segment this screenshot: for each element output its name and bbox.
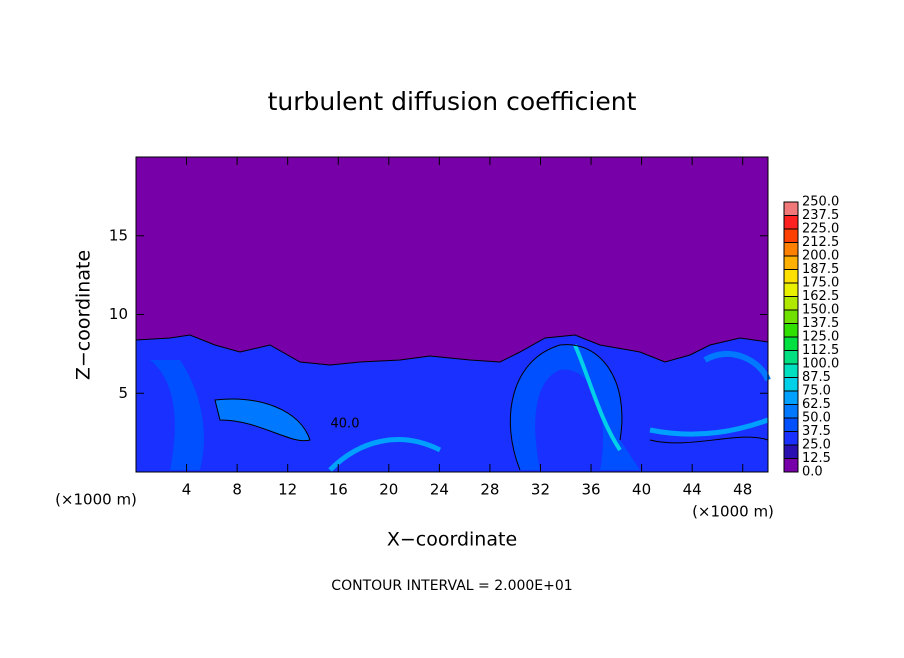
x-unit-label: (×1000 m) bbox=[692, 503, 774, 521]
colorbar-label: 87.5 bbox=[802, 370, 831, 385]
x-tick-label: 28 bbox=[480, 481, 499, 499]
x-tick-label: 12 bbox=[278, 481, 297, 499]
field-streak bbox=[649, 417, 769, 437]
colorbar-label: 237.5 bbox=[802, 208, 839, 223]
colorbar-band bbox=[784, 256, 798, 270]
x-tick-label: 48 bbox=[733, 481, 752, 499]
colorbar-label: 200.0 bbox=[802, 249, 839, 264]
colorbar-band bbox=[784, 445, 798, 459]
colorbar-band bbox=[784, 283, 798, 297]
colorbar-label: 137.5 bbox=[802, 316, 839, 331]
colorbar-band bbox=[784, 404, 798, 418]
colorbar-label: 250.0 bbox=[802, 195, 839, 210]
colorbar-band bbox=[784, 458, 798, 472]
colorbar-band bbox=[784, 202, 798, 216]
field-patch bbox=[150, 360, 204, 470]
y-tick-label: 15 bbox=[109, 226, 128, 244]
colorbar-band bbox=[784, 364, 798, 378]
colorbar-band bbox=[784, 431, 798, 445]
colorbar-band bbox=[784, 296, 798, 310]
colorbar-label: 187.5 bbox=[802, 262, 839, 277]
field-patch bbox=[215, 399, 310, 441]
footer: CONTOUR INTERVAL = 2.000E+01 bbox=[331, 578, 572, 594]
colorbar-label: 100.0 bbox=[802, 357, 839, 372]
contour-line bbox=[135, 334, 769, 366]
colorbar-band bbox=[784, 391, 798, 405]
colorbar-label: 212.5 bbox=[802, 235, 839, 250]
colorbar-label: 175.0 bbox=[802, 276, 839, 291]
colorbar-label: 62.5 bbox=[802, 397, 831, 412]
colorbar-label: 12.5 bbox=[802, 451, 831, 466]
x-tick-label: 32 bbox=[531, 481, 550, 499]
colorbar-band bbox=[784, 215, 798, 229]
colorbar-band bbox=[784, 269, 798, 283]
colorbar-label: 0.0 bbox=[802, 465, 823, 480]
colorbar-label: 75.0 bbox=[802, 384, 831, 399]
field-streak bbox=[703, 350, 771, 382]
colorbar-label: 150.0 bbox=[802, 303, 839, 318]
colorbar-band bbox=[784, 418, 798, 432]
colorbar-band bbox=[784, 350, 798, 364]
colorbar-label: 112.5 bbox=[802, 343, 839, 358]
x-tick-label: 8 bbox=[232, 481, 242, 499]
colorbar-label: 162.5 bbox=[802, 289, 839, 304]
colorbar-label: 225.0 bbox=[802, 222, 839, 237]
x-tick-label: 20 bbox=[379, 481, 398, 499]
x-tick-label: 24 bbox=[430, 481, 449, 499]
x-tick-label: 36 bbox=[581, 481, 600, 499]
field-streak bbox=[573, 344, 622, 452]
contour-line bbox=[214, 344, 769, 471]
y-tick-label: 10 bbox=[109, 305, 128, 323]
field-patch bbox=[535, 369, 604, 470]
y-tick-label: 5 bbox=[118, 384, 128, 402]
colorbar-label: 25.0 bbox=[802, 438, 831, 453]
x-tick-label: 16 bbox=[329, 481, 348, 499]
chart-title: turbulent diffusion coefficient bbox=[268, 87, 637, 116]
colorbar-band bbox=[784, 377, 798, 391]
x-unit-label: (×1000 m) bbox=[55, 491, 137, 509]
colorbar-band bbox=[784, 242, 798, 256]
y-axis-label: Z−coordinate bbox=[73, 250, 95, 380]
colorbar-band bbox=[784, 229, 798, 243]
field-streak bbox=[328, 437, 442, 472]
colorbar-label: 125.0 bbox=[802, 330, 839, 345]
x-tick-label: 40 bbox=[632, 481, 651, 499]
contour-field bbox=[135, 157, 771, 472]
contour-label: 40.0 bbox=[331, 417, 360, 432]
x-tick-label: 44 bbox=[683, 481, 702, 499]
colorbar-label: 37.5 bbox=[802, 424, 831, 439]
colorbar-band bbox=[784, 337, 798, 351]
x-tick-label: 4 bbox=[182, 481, 192, 499]
colorbar-label: 50.0 bbox=[802, 411, 831, 426]
x-axis-label: X−coordinate bbox=[387, 529, 517, 551]
colorbar-band bbox=[784, 310, 798, 324]
colorbar-band bbox=[784, 323, 798, 337]
